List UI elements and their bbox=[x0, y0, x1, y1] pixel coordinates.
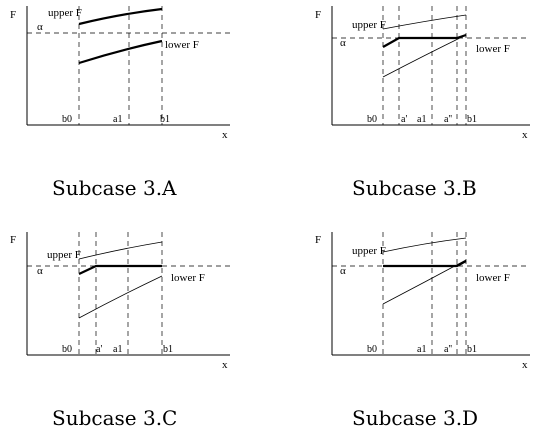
lower-f-label: lower F bbox=[171, 272, 205, 284]
alpha-label: α bbox=[340, 37, 346, 49]
lower-f-label: lower F bbox=[165, 39, 199, 51]
y-axis-label: F bbox=[315, 234, 321, 246]
alpha-label: α bbox=[37, 21, 43, 33]
y-axis-label: F bbox=[10, 9, 16, 21]
tick-label-a-double-prime: a'' bbox=[444, 344, 452, 355]
tick-label-a-prime: a' bbox=[401, 114, 407, 125]
upper-f-curve bbox=[382, 237, 467, 253]
tick-label-b0: b0 bbox=[367, 344, 377, 355]
lower-f-label: lower F bbox=[476, 272, 510, 284]
f-hat-curve bbox=[382, 33, 467, 48]
upper-f-label: upper F bbox=[352, 245, 386, 257]
tick-label-a1: a1 bbox=[113, 114, 122, 125]
upper-f-curve bbox=[78, 7, 163, 26]
upper-f-curve bbox=[78, 241, 163, 260]
x-axis-label: x bbox=[222, 129, 228, 141]
tick-label-b1: b1 bbox=[467, 114, 477, 125]
caption: Subcase 3.C bbox=[52, 406, 177, 430]
caption: Subcase 3.B bbox=[352, 176, 477, 200]
y-axis-label: F bbox=[10, 234, 16, 246]
f-hat-curve bbox=[78, 264, 162, 275]
tick-label-a-double-prime: a'' bbox=[444, 114, 452, 125]
caption: Subcase 3.D bbox=[352, 406, 478, 430]
panel-subcase-3b: F x α upper F lower F b0 a' a1 a'' b1 Su… bbox=[315, 6, 530, 200]
tick-label-b0: b0 bbox=[367, 114, 377, 125]
alpha-label: α bbox=[37, 265, 43, 277]
panel-subcase-3a: F x α upper F lower F b0 a1 b1 Subcase 3… bbox=[10, 6, 230, 200]
panel-subcase-3d: F x α upper F lower F b0 a1 a'' b1 Subca… bbox=[315, 232, 530, 430]
tick-label-b1: b1 bbox=[467, 344, 477, 355]
tick-label-b1: b1 bbox=[163, 344, 173, 355]
tick-label-a1: a1 bbox=[113, 344, 122, 355]
x-axis-label: x bbox=[222, 359, 228, 371]
lower-f-curve bbox=[78, 39, 163, 65]
tick-label-b0: b0 bbox=[62, 114, 72, 125]
x-axis-label: x bbox=[522, 359, 528, 371]
lower-f-curve bbox=[382, 34, 467, 78]
upper-f-label: upper F bbox=[47, 249, 81, 261]
upper-f-label: upper F bbox=[352, 19, 386, 31]
f-hat-curve bbox=[383, 260, 467, 268]
x-axis-label: x bbox=[522, 129, 528, 141]
tick-label-a1: a1 bbox=[417, 114, 426, 125]
tick-label-a1: a1 bbox=[417, 344, 426, 355]
caption: Subcase 3.A bbox=[52, 176, 177, 200]
lower-f-label: lower F bbox=[476, 43, 510, 55]
panel-subcase-3c: F x α upper F lower F b0 a' a1 b1 Subcas… bbox=[10, 232, 230, 430]
tick-label-b1: b1 bbox=[160, 114, 170, 125]
upper-f-label: upper F bbox=[48, 7, 82, 19]
tick-label-a-prime: a' bbox=[96, 344, 102, 355]
upper-f-curve bbox=[382, 14, 467, 30]
lower-f-curve bbox=[78, 275, 163, 319]
alpha-label: α bbox=[340, 265, 346, 277]
y-axis-label: F bbox=[315, 9, 321, 21]
tick-label-b0: b0 bbox=[62, 344, 72, 355]
